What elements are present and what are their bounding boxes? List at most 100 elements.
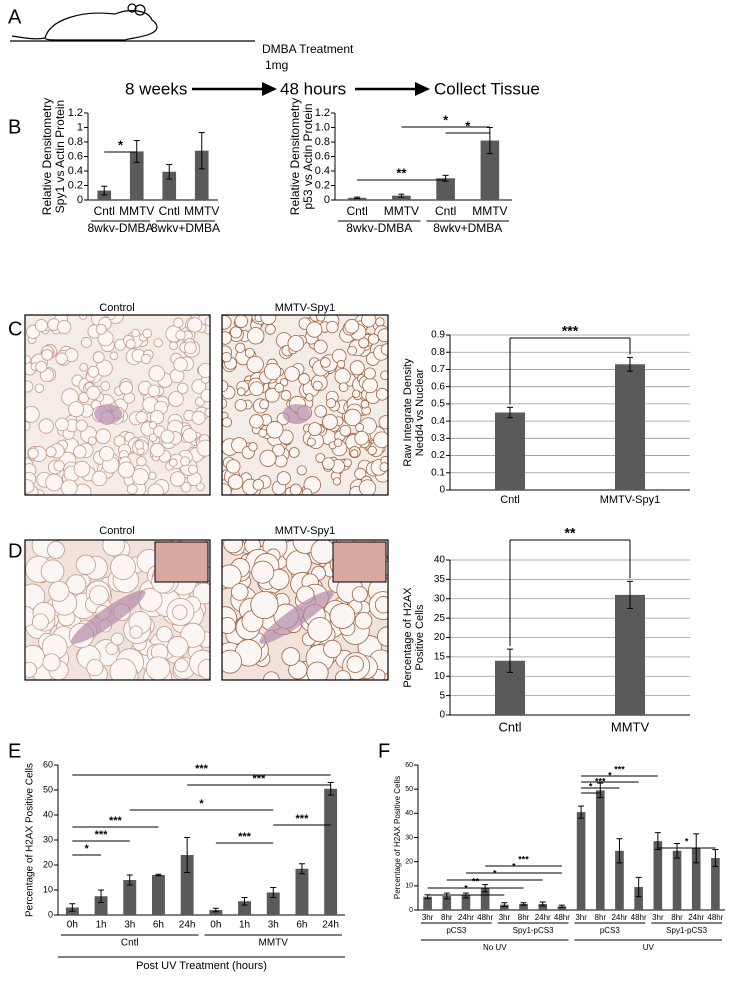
- micrograph: [222, 540, 388, 680]
- x-tick-label: Cntl: [346, 204, 367, 218]
- cell: [31, 613, 49, 631]
- significance-label: **: [472, 876, 480, 886]
- y-tick-label: 1: [77, 121, 83, 133]
- cell: [79, 315, 88, 320]
- x-tick-label: MMTV-Spy1: [600, 494, 661, 506]
- cell: [266, 421, 284, 439]
- cell: [222, 331, 232, 345]
- group-label: pCS3: [600, 926, 621, 935]
- cell: [287, 335, 305, 352]
- significance-label: *: [85, 843, 90, 855]
- cell: [358, 337, 370, 349]
- cell: [351, 586, 368, 603]
- cell: [197, 658, 210, 680]
- y-tick-label: 1.2: [315, 107, 330, 119]
- cell: [281, 647, 301, 666]
- bar: [672, 850, 682, 910]
- cell: [346, 655, 364, 673]
- y-tick-label: 0: [439, 710, 445, 721]
- micrograph-label: Control: [99, 525, 134, 537]
- cell: [42, 653, 61, 672]
- cell: [307, 422, 322, 437]
- cell: [35, 319, 48, 333]
- cell: [373, 431, 388, 449]
- bar: [461, 895, 471, 910]
- cell: [234, 315, 248, 328]
- cell: [380, 370, 388, 381]
- bar: [615, 594, 645, 715]
- cell: [354, 467, 367, 480]
- cell: [169, 341, 178, 351]
- x-tick-label: 3h: [268, 920, 279, 931]
- x-tick-label: 24hr: [458, 913, 474, 922]
- vessel: [259, 590, 334, 644]
- cell: [231, 583, 249, 601]
- y-tick-label: 0.9: [431, 330, 445, 341]
- y-tick-label: 0: [409, 907, 413, 914]
- y-tick-label: 0.4: [315, 165, 330, 177]
- bar: [595, 790, 605, 910]
- cell: [314, 405, 327, 418]
- cell: [360, 399, 370, 409]
- cell: [323, 639, 342, 659]
- cell: [68, 401, 85, 418]
- bar: [691, 848, 701, 910]
- group-label: MMTV: [259, 938, 289, 949]
- cell: [25, 405, 40, 423]
- cell: [188, 464, 198, 475]
- x-tick-label: Cntl: [500, 494, 520, 506]
- cell: [55, 352, 68, 365]
- cell: [344, 318, 360, 334]
- significance-label: ***: [252, 773, 266, 785]
- cell: [333, 438, 343, 447]
- bar: [711, 858, 720, 910]
- y-tick-label: 40: [43, 809, 53, 819]
- cell: [362, 377, 378, 394]
- cell: [332, 477, 342, 486]
- y-tick-label: 10: [43, 884, 53, 894]
- cell: [129, 625, 143, 639]
- y-tick-label: 0.6: [431, 381, 445, 392]
- cell: [41, 349, 53, 361]
- significance-label: *: [685, 836, 689, 846]
- cell: [347, 345, 357, 356]
- cell: [335, 670, 351, 680]
- cell: [322, 457, 335, 470]
- cell: [95, 428, 111, 444]
- y-axis-title: Relative Densitometry: [288, 98, 302, 215]
- cell: [223, 540, 243, 554]
- cell: [140, 353, 152, 365]
- x-tick-label: 48hr: [554, 913, 570, 922]
- x-tick-label: 48hr: [707, 913, 723, 922]
- cell: [117, 461, 135, 479]
- cell: [236, 387, 246, 397]
- vessel: [94, 404, 123, 424]
- cell: [285, 550, 312, 577]
- significance-label: *: [118, 137, 124, 152]
- cell: [296, 465, 307, 476]
- cell: [374, 596, 388, 614]
- frame: [221, 314, 389, 496]
- bar: [151, 875, 165, 915]
- x-tick-label: 6h: [153, 920, 164, 931]
- cell: [182, 428, 197, 443]
- cell: [167, 636, 189, 658]
- y-tick-label: 30: [405, 834, 413, 841]
- cell: [105, 642, 119, 656]
- bar: [324, 788, 338, 915]
- cell: [66, 574, 87, 595]
- cell: [131, 468, 149, 486]
- cell: [251, 560, 275, 584]
- cell: [177, 382, 189, 395]
- cell: [73, 460, 91, 478]
- bar: [615, 850, 624, 910]
- cell: [229, 326, 243, 339]
- cell: [180, 456, 191, 467]
- mouse: [10, 3, 255, 42]
- cell: [354, 611, 373, 630]
- y-tick-label: 0: [324, 194, 330, 206]
- significance-label: ***: [109, 815, 123, 827]
- cell: [222, 649, 242, 674]
- y-tick-label: 0: [439, 485, 445, 496]
- cell: [354, 430, 369, 446]
